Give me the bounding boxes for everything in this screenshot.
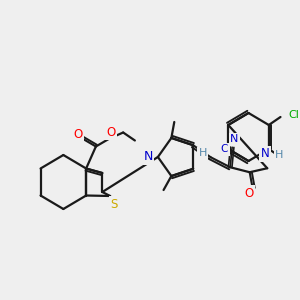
Text: O: O [74,128,83,141]
Text: Cl: Cl [288,110,299,120]
Text: O: O [106,126,115,139]
Text: H: H [275,150,284,160]
Text: C: C [221,144,228,154]
Text: N: N [261,147,270,160]
Text: H: H [199,148,207,158]
Text: N: N [144,151,153,164]
Text: N: N [230,134,238,144]
Text: S: S [110,197,118,211]
Text: O: O [244,187,253,200]
